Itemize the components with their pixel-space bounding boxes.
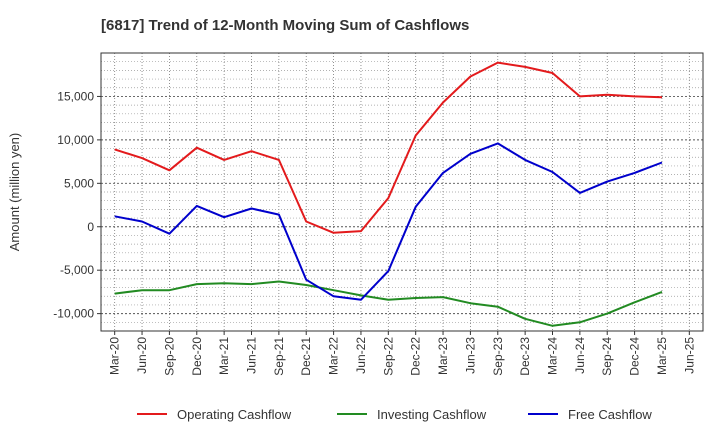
x-tick-label: Sep-21 xyxy=(272,337,286,376)
y-tick-label: 0 xyxy=(87,220,94,234)
x-tick-label: Jun-24 xyxy=(573,337,587,374)
x-tick-label: Dec-21 xyxy=(299,337,313,376)
x-tick-label: Jun-22 xyxy=(354,337,368,374)
y-tick-label: -10,000 xyxy=(53,307,94,321)
x-tick-label: Mar-22 xyxy=(327,337,341,375)
x-tick-label: Dec-22 xyxy=(409,337,423,376)
operating-cashflow-legend-label: Operating Cashflow xyxy=(177,407,292,422)
y-axis-ticks: -10,000 -5,000 0 5,000 10,000 15,000 xyxy=(53,89,101,321)
x-tick-label: Sep-20 xyxy=(162,337,176,376)
y-tick-label: 10,000 xyxy=(57,133,94,147)
y-tick-label: -5,000 xyxy=(60,263,94,277)
x-tick-label: Sep-22 xyxy=(381,337,395,376)
plot-frame xyxy=(100,52,704,332)
x-tick-label: Sep-24 xyxy=(600,337,614,376)
x-tick-label: Mar-23 xyxy=(436,337,450,375)
investing-cashflow-legend-label: Investing Cashflow xyxy=(377,407,487,422)
x-tick-label: Jun-21 xyxy=(245,337,259,374)
x-axis-ticks: Mar-20 Jun-20 Sep-20 Dec-20 Mar-21 Jun-21 Sep-… xyxy=(108,331,696,376)
y-tick-label: 5,000 xyxy=(64,176,94,190)
x-tick-label: Jun-23 xyxy=(463,337,477,374)
y-axis-label: Amount (million yen) xyxy=(7,133,22,252)
series-lines xyxy=(114,61,663,327)
x-tick-label: Mar-21 xyxy=(217,337,231,375)
x-tick-label: Sep-23 xyxy=(491,337,505,376)
x-tick-label: Jun-20 xyxy=(135,337,149,374)
x-tick-label: Dec-24 xyxy=(628,337,642,376)
x-tick-label: Dec-23 xyxy=(518,337,532,376)
x-tick-label: Dec-20 xyxy=(190,337,204,376)
operating-cashflow-line xyxy=(114,61,663,234)
x-tick-label: Mar-24 xyxy=(546,337,560,375)
y-tick-label: 15,000 xyxy=(57,89,94,103)
x-tick-label: Mar-25 xyxy=(655,337,669,375)
free-cashflow-legend-label: Free Cashflow xyxy=(568,407,652,422)
legend: Operating Cashflow Investing Cashflow Free… xyxy=(137,407,652,422)
investing-cashflow-line xyxy=(114,280,663,327)
x-tick-label: Mar-20 xyxy=(108,337,122,375)
chart-title: [6817] Trend of 12-Month Moving Sum of C… xyxy=(101,17,469,34)
free-cashflow-line xyxy=(114,142,663,301)
x-tick-label: Jun-25 xyxy=(682,337,696,374)
